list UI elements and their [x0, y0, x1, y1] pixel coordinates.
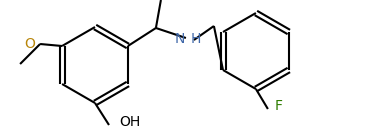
Text: H: H — [191, 32, 201, 46]
Text: F: F — [275, 99, 283, 113]
Text: O: O — [24, 37, 35, 51]
Text: OH: OH — [119, 115, 140, 129]
Text: N: N — [174, 32, 185, 46]
